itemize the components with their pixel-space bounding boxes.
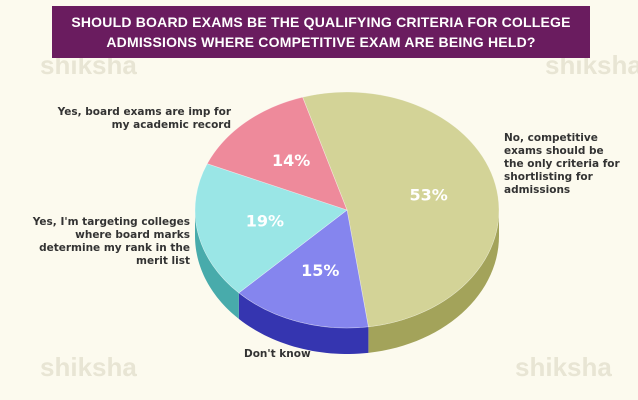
value-label: 19% xyxy=(246,212,284,231)
slice-side xyxy=(238,292,369,354)
category-label: No, competitive exams should be the only… xyxy=(504,132,620,196)
watermark: shiksha xyxy=(40,352,137,382)
value-label: 14% xyxy=(272,151,310,170)
slice xyxy=(194,163,348,294)
chart-title: SHOULD BOARD EXAMS BE THE QUALIFYING CRI… xyxy=(52,6,590,58)
watermark: shiksha xyxy=(515,352,612,382)
category-label: Yes, board exams are imp for my academic… xyxy=(57,106,231,131)
slice-side xyxy=(195,210,239,319)
slice-side xyxy=(368,210,499,353)
category-label: Yes, I'm targeting colleges where board … xyxy=(32,216,190,267)
slice xyxy=(206,96,348,211)
value-label: 15% xyxy=(301,261,339,280)
category-label: Don't know xyxy=(244,348,311,360)
value-label: 53% xyxy=(409,185,447,204)
slice xyxy=(302,91,500,328)
slice xyxy=(238,209,369,329)
